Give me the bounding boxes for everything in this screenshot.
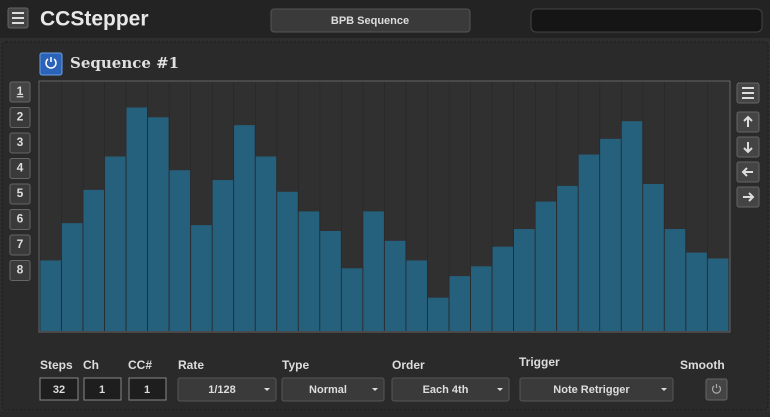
slot-label: 2 bbox=[17, 110, 24, 124]
slot-label: 7 bbox=[17, 237, 24, 251]
step-bar[interactable] bbox=[169, 170, 191, 331]
app-title: CCStepper bbox=[40, 8, 149, 31]
smooth-label: Smooth bbox=[680, 358, 725, 372]
step-bar[interactable] bbox=[298, 211, 320, 331]
preset-name: BPB Sequence bbox=[331, 15, 409, 27]
text-field[interactable] bbox=[530, 8, 763, 33]
slot-button[interactable] bbox=[9, 81, 31, 103]
rate-value: 1/128 bbox=[208, 384, 236, 396]
cc-field[interactable] bbox=[128, 377, 167, 401]
rate-label: Rate bbox=[178, 358, 204, 372]
step-bar[interactable] bbox=[255, 156, 277, 331]
slot-label: 6 bbox=[17, 212, 24, 226]
step-bar[interactable] bbox=[492, 246, 514, 331]
power-button[interactable] bbox=[39, 52, 63, 76]
rate-dropdown[interactable] bbox=[177, 377, 277, 402]
ch-label: Ch bbox=[83, 358, 99, 372]
type-label: Type bbox=[282, 358, 309, 372]
order-label: Order bbox=[392, 358, 425, 372]
type-dropdown[interactable] bbox=[281, 377, 385, 402]
slot-button[interactable] bbox=[9, 234, 31, 256]
dropdown-arrow bbox=[661, 388, 667, 391]
smooth-toggle[interactable] bbox=[705, 378, 728, 401]
step-bar[interactable] bbox=[470, 266, 492, 331]
steps-field[interactable] bbox=[39, 377, 79, 401]
step-bar[interactable] bbox=[319, 231, 341, 331]
slot-button[interactable] bbox=[9, 209, 31, 230]
slot-button[interactable] bbox=[9, 158, 31, 179]
step-bar[interactable] bbox=[556, 185, 578, 331]
step-bar[interactable] bbox=[104, 156, 126, 331]
step-bar[interactable] bbox=[685, 252, 707, 331]
menu-button[interactable] bbox=[7, 7, 29, 29]
steps-label: Steps bbox=[40, 358, 73, 372]
ch-field[interactable] bbox=[83, 377, 122, 401]
slot-label: 8 bbox=[17, 263, 24, 277]
cc-label: CC# bbox=[128, 358, 152, 372]
slot-label: 5 bbox=[17, 186, 24, 200]
step-bar[interactable] bbox=[535, 201, 557, 331]
slot-button[interactable] bbox=[9, 183, 31, 205]
cc-value: 1 bbox=[144, 384, 150, 396]
step-bar[interactable] bbox=[212, 180, 234, 331]
step-bar[interactable] bbox=[384, 240, 406, 331]
step-bar[interactable] bbox=[664, 229, 686, 331]
type-value: Normal bbox=[309, 384, 347, 396]
sequence-title: Sequence #1 bbox=[70, 54, 179, 72]
step-bar[interactable] bbox=[126, 107, 148, 331]
step-bar[interactable] bbox=[427, 297, 449, 331]
slot-button[interactable] bbox=[9, 132, 31, 154]
steps-value: 32 bbox=[53, 384, 65, 396]
slot-button[interactable] bbox=[9, 260, 31, 281]
step-bar[interactable] bbox=[40, 260, 61, 331]
order-dropdown[interactable] bbox=[391, 377, 510, 402]
preset-button[interactable] bbox=[270, 8, 471, 33]
step-bar[interactable] bbox=[147, 117, 169, 331]
step-bar[interactable] bbox=[406, 260, 427, 331]
step-bar[interactable] bbox=[362, 211, 384, 331]
step-bar[interactable] bbox=[707, 258, 729, 331]
step-bar[interactable] bbox=[190, 225, 212, 331]
trigger-dropdown[interactable] bbox=[519, 377, 674, 402]
trigger-value: Note Retrigger bbox=[553, 384, 630, 396]
slot-label: 1 bbox=[17, 84, 24, 98]
step-bar[interactable] bbox=[233, 125, 255, 332]
order-value: Each 4th bbox=[423, 384, 469, 396]
slot-label: 3 bbox=[17, 135, 24, 149]
step-bar[interactable] bbox=[61, 223, 83, 331]
dropdown-arrow bbox=[264, 388, 270, 391]
side-buttons bbox=[736, 82, 760, 208]
step-bar[interactable] bbox=[599, 138, 621, 331]
step-bar[interactable] bbox=[578, 154, 600, 331]
dropdown-arrow bbox=[497, 388, 503, 391]
trigger-label: Trigger bbox=[519, 355, 560, 369]
slot-label: 4 bbox=[17, 161, 24, 175]
ch-value: 1 bbox=[99, 384, 105, 396]
step-bar[interactable] bbox=[513, 229, 535, 331]
step-bar[interactable] bbox=[642, 183, 664, 331]
step-bar[interactable] bbox=[83, 189, 104, 331]
step-bar[interactable] bbox=[276, 191, 298, 331]
dropdown-arrow bbox=[372, 388, 378, 391]
step-bar[interactable] bbox=[341, 268, 363, 331]
step-bar[interactable] bbox=[449, 276, 471, 331]
slot-button[interactable] bbox=[9, 107, 31, 128]
step-bar[interactable] bbox=[621, 121, 643, 331]
